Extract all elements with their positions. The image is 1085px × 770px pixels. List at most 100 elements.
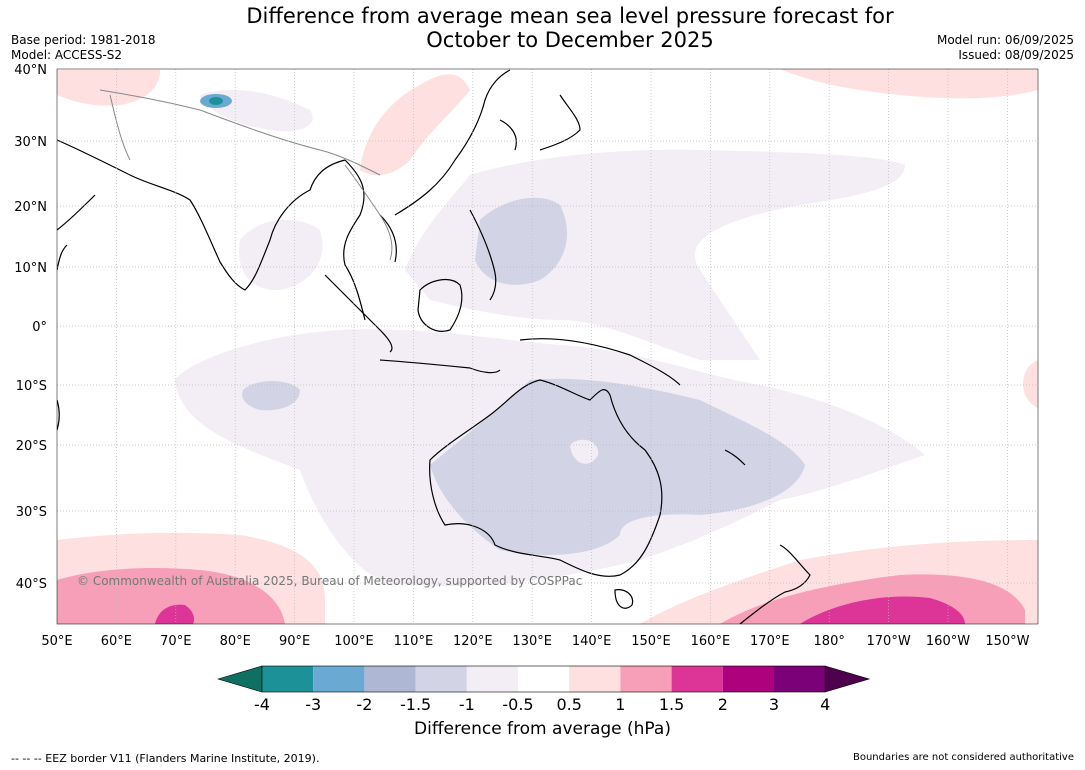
coastline-southeast-asia [343,159,397,321]
colorbar-extend-high [824,665,871,693]
anomaly-region-small-white-inland [570,439,599,464]
lon-label: 110°E [394,634,434,649]
map-title-line1: Difference from average mean sea level p… [246,4,894,28]
model-name: Model: ACCESS-S2 [11,48,123,62]
anomaly-region-minus-1-philippines [475,197,568,285]
anomaly-region-plus-0.5-japan-sea [360,74,470,176]
colorbar-swatch [620,666,672,692]
lon-label: 160°W [926,634,970,649]
lat-label: 10°S [16,379,47,394]
colorbar-tick-label: -3 [305,695,321,714]
lon-label: 160°E [691,634,731,649]
lat-label: 10°N [14,261,47,276]
colorbar-swatch [415,666,467,692]
colorbar-tick-label: -1 [459,695,475,714]
lon-label: 150°E [631,634,671,649]
colorbar-tick-label: 4 [820,695,830,714]
colorbar-tick-label: -1.5 [400,695,431,714]
coastline-japan [539,94,581,151]
lat-label: 30°N [14,135,47,150]
lon-label: 70°E [160,634,191,649]
lat-label: 40°N [14,63,47,78]
lon-label: 170°W [867,634,911,649]
coastline-indian-ocean-west [57,399,60,431]
issued-date: Issued: 08/09/2025 [958,48,1074,62]
anomaly-region-plus-0.5-east-pacific [1023,360,1038,408]
colorbar-tick-label: 3 [769,695,779,714]
lat-label: 40°S [16,577,47,592]
lon-label: 140°E [572,634,612,649]
model-run-date: Model run: 06/09/2025 [936,33,1074,47]
gridlines [57,69,1038,624]
coastline-australia [429,379,663,577]
borders [99,89,393,261]
anomaly-region-plus-1.5-southeast [800,596,965,624]
coastline-borneo [417,278,463,332]
colorbar-extend-low [216,665,263,693]
anomaly-region-minus-0.5-india [239,219,323,291]
anomaly-hotspot-himalaya-core [209,97,223,105]
lon-label: 150°W [985,634,1029,649]
coastline-new-zealand-north [779,544,811,593]
anomaly-fields [57,69,1038,624]
border-china-southeast-asia [344,164,393,261]
colorbar-frame [261,665,826,693]
eez-border-legend: -- -- -- EEZ border V11 (Flanders Marine… [11,752,320,765]
coastline-new-guinea [519,338,681,386]
lon-label: 100°E [334,634,374,649]
anomaly-region-plus-1.5-southwest [155,604,195,624]
coastline-tasmania [614,589,634,609]
coastline-china [394,69,517,216]
anomaly-region-plus-0.5-north-pacific [780,69,1038,99]
lat-labels: 40°N 30°N 20°N 10°N 0° 10°S 20°S 30°S 40°S [14,63,47,592]
lon-labels: 50°E 60°E 70°E 80°E 90°E 100°E 110°E 120°E 130°E… [41,634,1029,649]
colorbar-swatch [466,666,518,692]
colorbar-swatch [364,666,416,692]
colorbar-swatch [262,666,314,692]
boundaries-disclaimer: Boundaries are not considered authoritat… [852,752,1074,763]
copyright-notice: © Commonwealth of Australia 2025, Bureau… [77,574,583,588]
lat-label: 30°S [16,505,47,520]
border-pakistan [109,94,131,161]
colorbar-swatch [518,666,570,692]
colorbar-tick-labels: -4 -3 -2 -1.5 -1 -0.5 0.5 1 1.5 2 3 4 [254,695,830,714]
lon-label: 80°E [220,634,251,649]
colorbar-swatch [313,666,365,692]
lat-label: 20°S [16,439,47,454]
colorbar-tick-label: -2 [356,695,372,714]
colorbar [216,665,871,693]
coastline-arabia [57,194,96,271]
map-frame [56,68,1039,625]
colorbar-title: Difference from average (hPa) [414,719,671,739]
coastlines [57,69,811,624]
run-info: Model run: 06/09/2025 Issued: 08/09/2025 [937,33,1074,63]
coastline-java [379,359,501,374]
model-info: Base period: 1981-2018 Model: ACCESS-S2 [11,33,156,63]
coastline-philippines [469,209,497,301]
colorbar-tick-label: 0.5 [556,695,581,714]
lat-label: 20°N [14,200,47,215]
lat-label: 0° [32,320,47,335]
lon-label: 120°E [453,634,493,649]
base-period: Base period: 1981-2018 [11,33,156,47]
border-himalaya [99,89,381,176]
lon-label: 170°E [750,634,790,649]
colorbar-tick-label: 1 [615,695,625,714]
map-title-line2: October to December 2025 [426,28,714,52]
map-title: Difference from average mean sea level p… [220,4,920,52]
colorbar-tick-label: -4 [254,695,270,714]
coastline-sumatra [324,274,393,353]
lon-label: 50°E [41,634,72,649]
colorbar-swatch [774,666,826,692]
colorbar-tick-label: -0.5 [502,695,533,714]
colorbar-swatch [722,666,774,692]
lon-label: 130°E [512,634,552,649]
colorbar-swatch [569,666,621,692]
anomaly-region-plus-1-southwest [57,568,285,624]
coastline-new-zealand-south [739,591,786,624]
anomaly-region-plus-0.5-tibet [57,70,160,106]
coastline-india [57,139,346,291]
lon-label: 90°E [279,634,310,649]
colorbar-swatch [671,666,723,692]
